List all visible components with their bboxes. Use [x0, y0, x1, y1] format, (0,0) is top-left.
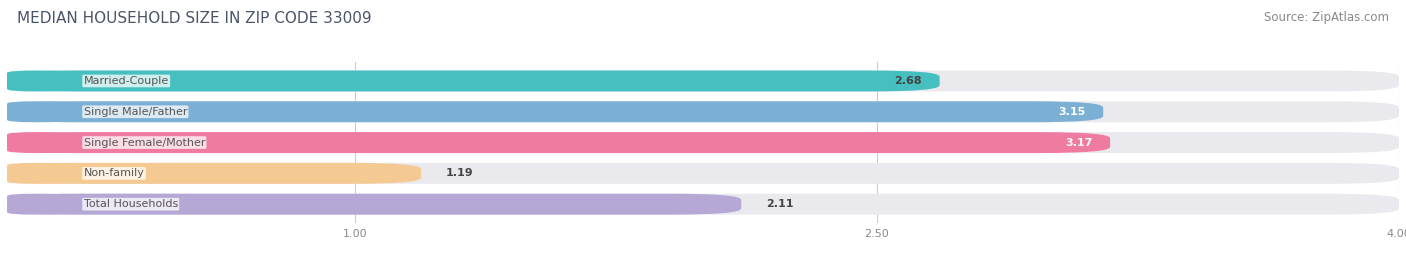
FancyBboxPatch shape — [7, 70, 939, 91]
Text: 2.68: 2.68 — [894, 76, 922, 86]
Text: Total Households: Total Households — [83, 199, 177, 209]
FancyBboxPatch shape — [7, 101, 70, 122]
Text: Single Male/Father: Single Male/Father — [83, 107, 187, 117]
FancyBboxPatch shape — [7, 132, 1111, 153]
FancyBboxPatch shape — [7, 194, 741, 215]
Text: Source: ZipAtlas.com: Source: ZipAtlas.com — [1264, 11, 1389, 24]
Text: Non-family: Non-family — [83, 168, 145, 178]
Text: 3.15: 3.15 — [1059, 107, 1085, 117]
FancyBboxPatch shape — [7, 101, 1104, 122]
FancyBboxPatch shape — [7, 70, 70, 91]
FancyBboxPatch shape — [7, 70, 1399, 91]
Text: 2.11: 2.11 — [766, 199, 793, 209]
FancyBboxPatch shape — [7, 132, 1399, 153]
FancyBboxPatch shape — [7, 163, 422, 184]
FancyBboxPatch shape — [7, 194, 1399, 215]
Text: Single Female/Mother: Single Female/Mother — [83, 137, 205, 148]
FancyBboxPatch shape — [7, 101, 1399, 122]
Text: MEDIAN HOUSEHOLD SIZE IN ZIP CODE 33009: MEDIAN HOUSEHOLD SIZE IN ZIP CODE 33009 — [17, 11, 371, 26]
Text: Married-Couple: Married-Couple — [83, 76, 169, 86]
FancyBboxPatch shape — [7, 163, 70, 184]
FancyBboxPatch shape — [7, 132, 70, 153]
Text: 1.19: 1.19 — [446, 168, 472, 178]
FancyBboxPatch shape — [7, 194, 70, 215]
Text: 3.17: 3.17 — [1066, 137, 1092, 148]
FancyBboxPatch shape — [7, 163, 1399, 184]
